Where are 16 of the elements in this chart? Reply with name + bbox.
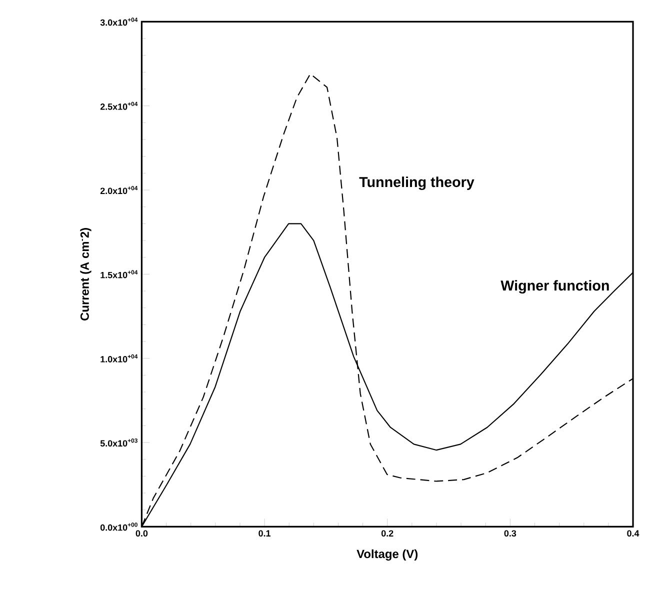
series-label: Tunneling theory [359,176,474,190]
x-tick-label: 0.3 [504,530,516,537]
y-tick-label: 5.0x10$^{+03}$ [100,438,138,447]
series-label: Wigner function [500,280,609,294]
x-tick-label: 0.1 [258,530,271,537]
x-tick-label: 0.4 [627,530,640,537]
x-axis-title: Voltage (V) [356,549,418,561]
x-tick-label: 0.2 [381,530,394,537]
y-tick-label: 2.5x10$^{+04}$ [100,102,138,110]
y-tick-label: 2.0x10$^{+04}$ [100,186,138,194]
y-tick-label: 3.0x10$^{+04}$ [100,18,138,26]
y-tick-label: 0.0x10$^{+00}$ [100,522,138,531]
x-tick-label: 0.0 [136,530,148,537]
y-tick-label: 1.5x10$^{+04}$ [100,270,138,278]
y-axis-title: Current (A cm$^{-}$2) [80,228,92,320]
y-tick-label: 1.0x10$^{+04}$ [100,354,138,362]
